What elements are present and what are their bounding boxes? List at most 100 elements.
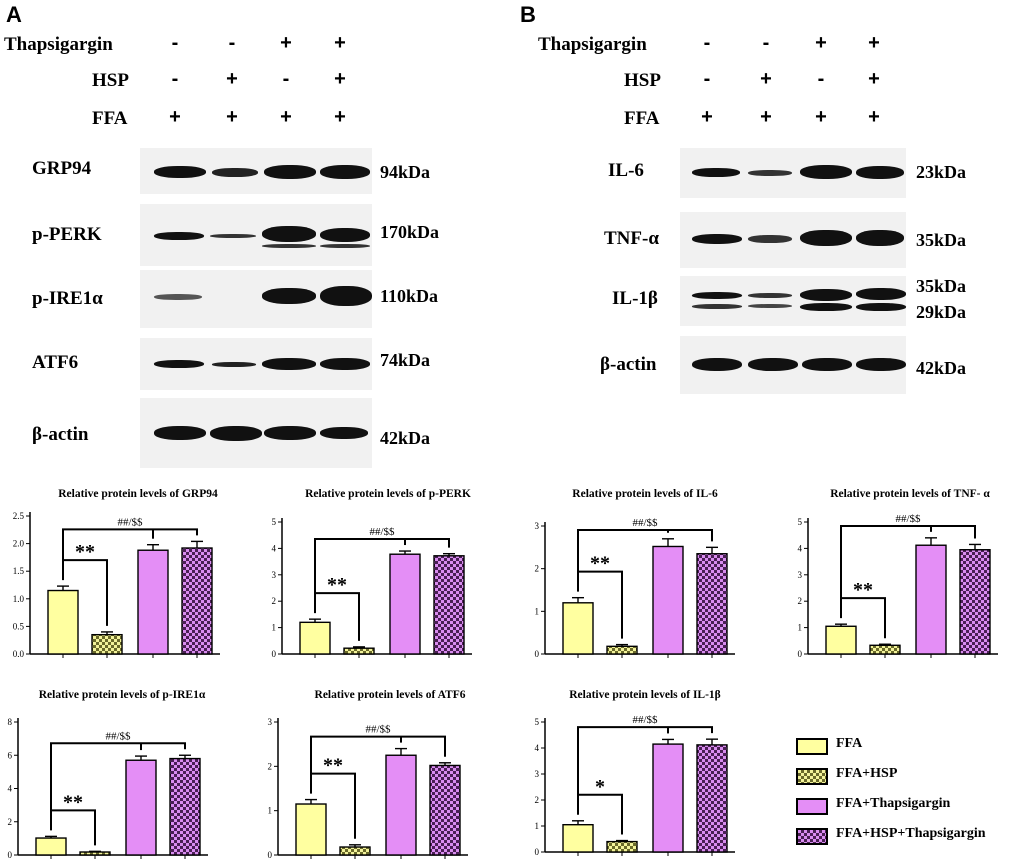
bar-chart-0: Relative protein levels of GRP94 0.0 0.5 1.… bbox=[13, 488, 220, 659]
sign: + bbox=[280, 106, 292, 128]
blot-label-il-6: IL-6 bbox=[608, 160, 644, 181]
legend-swatch-ffa-thapsigargin bbox=[796, 798, 828, 815]
bar bbox=[295, 803, 327, 856]
bar bbox=[433, 555, 465, 655]
bar bbox=[299, 621, 331, 655]
bar bbox=[652, 545, 684, 655]
chart-title: Relative protein levels of ATF6 bbox=[315, 689, 466, 701]
blot-label-beta-actin-b: β-actin bbox=[600, 354, 657, 375]
sign: - bbox=[762, 32, 770, 54]
sign: + bbox=[868, 106, 880, 128]
blot-label-tnf-a: TNF-α bbox=[604, 228, 659, 249]
significance-label-low: ** bbox=[63, 791, 83, 813]
sign: - bbox=[703, 68, 711, 90]
bar bbox=[562, 824, 594, 853]
blot-image-grp94 bbox=[140, 148, 372, 194]
significance-bracket-high bbox=[310, 735, 446, 792]
y-tick-label: 3 bbox=[535, 769, 540, 779]
chart-title: Relative protein levels of IL-6 bbox=[572, 488, 718, 500]
significance-bracket-high bbox=[577, 726, 713, 813]
y-tick-label: 1 bbox=[798, 623, 803, 633]
bar-chart-2: Relative protein levels of IL-6 0 1 2 3 ##/$$… bbox=[535, 488, 735, 659]
blot-image-tnf-a bbox=[680, 212, 906, 268]
blot-label-il-1b: IL-1β bbox=[612, 288, 658, 309]
condition-label-hsp: HSP bbox=[624, 70, 661, 91]
significance-bracket-low bbox=[840, 597, 886, 639]
blot-kda-il-1b-upper: 35kDa bbox=[916, 276, 967, 296]
sign: + bbox=[815, 106, 827, 128]
blot-label-grp94: GRP94 bbox=[32, 158, 92, 179]
y-tick-label: 0.5 bbox=[13, 621, 25, 631]
blot-kda-p-perk: 170kDa bbox=[380, 222, 440, 242]
sign: + bbox=[334, 68, 346, 90]
blot-label-atf6: ATF6 bbox=[32, 352, 79, 373]
significance-label-low: ** bbox=[590, 553, 610, 575]
bar bbox=[79, 851, 111, 856]
significance-bracket-high bbox=[62, 528, 198, 579]
bar bbox=[389, 553, 421, 655]
bar bbox=[825, 625, 857, 655]
y-tick-label: 2 bbox=[535, 795, 540, 805]
blot-label-beta-actin-a: β-actin bbox=[32, 424, 89, 445]
significance-bracket-low bbox=[577, 793, 623, 835]
panel-a-letter: A bbox=[6, 2, 22, 27]
y-tick-label: 0 bbox=[798, 649, 803, 659]
bar bbox=[181, 547, 213, 655]
significance-label-high: ##/$$ bbox=[369, 526, 395, 538]
significance-label-high: ##/$$ bbox=[632, 714, 658, 726]
blot-image-atf6 bbox=[140, 338, 372, 390]
y-tick-label: 1 bbox=[272, 623, 277, 633]
y-tick-label: 6 bbox=[8, 750, 13, 760]
sign: - bbox=[228, 32, 236, 54]
blot-image-p-ire1a bbox=[140, 270, 372, 328]
significance-bracket-low bbox=[314, 592, 360, 641]
y-tick-label: 1 bbox=[535, 821, 540, 831]
blot-kda-p-ire1a: 110kDa bbox=[380, 286, 439, 306]
y-tick-label: 1 bbox=[535, 606, 540, 616]
blot-kda-grp94: 94kDa bbox=[380, 162, 431, 182]
chart-title: Relative protein levels of p-IRE1α bbox=[39, 689, 206, 701]
y-tick-label: 4 bbox=[272, 543, 277, 553]
blot-image-beta-actin-b bbox=[680, 336, 906, 394]
sign: + bbox=[815, 32, 827, 54]
bar bbox=[137, 549, 169, 655]
bar bbox=[652, 743, 684, 853]
significance-label-high: ##/$$ bbox=[117, 516, 143, 528]
significance-label-high: ##/$$ bbox=[365, 724, 391, 736]
sign: + bbox=[868, 68, 880, 90]
blot-kda-atf6: 74kDa bbox=[380, 350, 431, 370]
y-tick-label: 8 bbox=[8, 717, 13, 727]
legend: FFA FFA+HSP FFA+Thapsigargin FFA+HSP+Tha… bbox=[790, 730, 1015, 855]
significance-bracket-high bbox=[314, 538, 450, 612]
bar-chart-3: Relative protein levels of TNF- α 0 1 2 3 4 5 #… bbox=[798, 488, 998, 659]
bar bbox=[169, 757, 201, 856]
legend-swatch-ffa-hsp bbox=[796, 768, 828, 785]
blot-label-p-ire1a: p-IRE1α bbox=[32, 288, 103, 309]
y-tick-label: 1 bbox=[268, 806, 273, 816]
y-tick-label: 5 bbox=[272, 517, 277, 527]
bar bbox=[35, 837, 67, 856]
blot-kda-tnf-a: 35kDa bbox=[916, 230, 967, 250]
sign: + bbox=[760, 106, 772, 128]
significance-bracket-low bbox=[577, 570, 623, 639]
sign: + bbox=[760, 68, 772, 90]
significance-label-high: ##/$$ bbox=[632, 517, 658, 529]
sign: + bbox=[169, 106, 181, 128]
bar bbox=[385, 754, 417, 856]
bar-chart-6: Relative protein levels of IL-1β 0 1 2 3 4 5 ##… bbox=[535, 689, 735, 857]
legend-label-ffa-hsp-thapsigargin: FFA+HSP+Thapsigargin bbox=[836, 826, 986, 841]
sign: - bbox=[171, 68, 179, 90]
y-tick-label: 2 bbox=[8, 817, 13, 827]
y-tick-label: 1.0 bbox=[13, 594, 25, 604]
condition-label-hsp: HSP bbox=[92, 70, 129, 91]
bar bbox=[606, 840, 638, 853]
blot-image-il-6 bbox=[680, 148, 906, 198]
bar-chart-1: Relative protein levels of p-PERK 0 1 2 3 4 5 #… bbox=[272, 488, 472, 659]
significance-bracket-high bbox=[50, 742, 186, 829]
significance-bracket-low bbox=[62, 559, 108, 626]
bar bbox=[91, 633, 123, 655]
bar bbox=[696, 553, 728, 655]
significance-bracket-low bbox=[310, 772, 356, 839]
blot-kda-il-6: 23kDa bbox=[916, 162, 967, 182]
